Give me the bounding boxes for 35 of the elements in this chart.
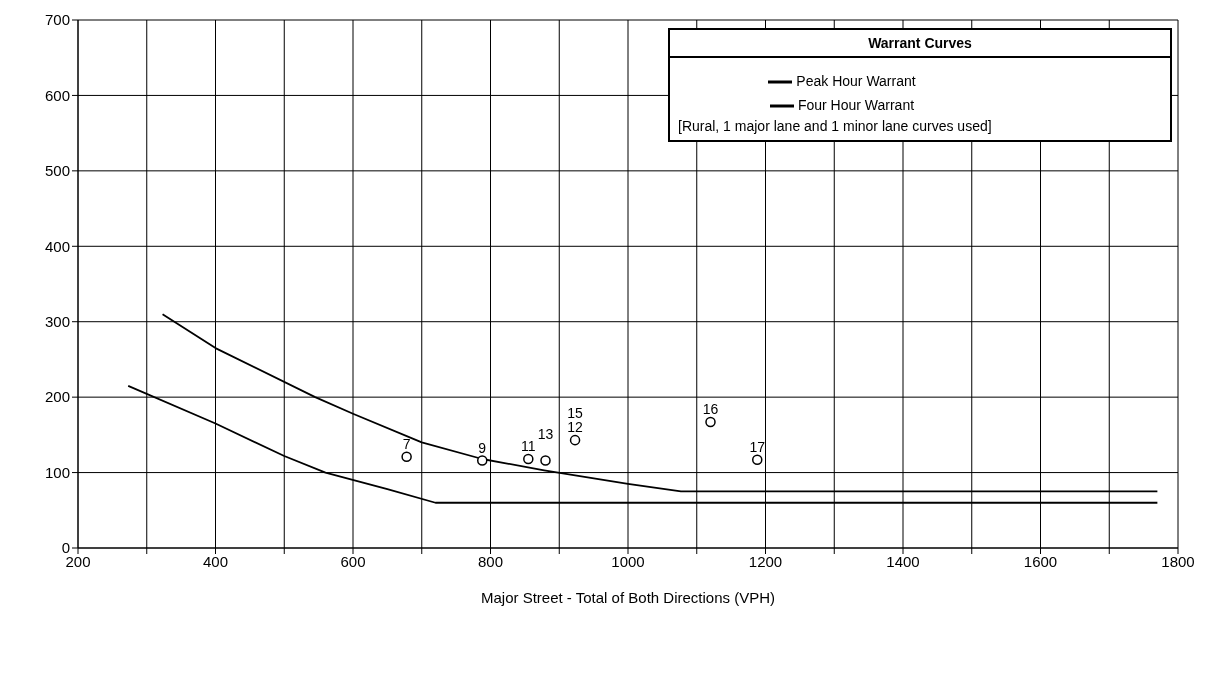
annotation: 11 bbox=[521, 437, 536, 454]
x-tick-label: 400 bbox=[202, 552, 229, 570]
point bbox=[705, 416, 716, 428]
y-tick-label: 700 bbox=[44, 11, 70, 29]
annotation: 13 bbox=[537, 425, 554, 442]
x-axis-title: Major Street - Total of Both Directions (VPH) bbox=[481, 589, 775, 606]
x-tick-label: 1600 bbox=[1023, 552, 1058, 570]
y-tick-label: 500 bbox=[44, 162, 70, 180]
annotation: 15 bbox=[567, 405, 584, 422]
y-tick-label: 300 bbox=[44, 313, 70, 331]
x-tick-label: 600 bbox=[340, 552, 366, 570]
annotation: 16 bbox=[702, 401, 719, 418]
y-tick-label: 100 bbox=[44, 463, 70, 481]
point bbox=[401, 451, 412, 462]
x-tick-label: 1400 bbox=[886, 552, 920, 570]
x-tick-label: 1800 bbox=[1161, 552, 1195, 570]
y-tick-label: 600 bbox=[44, 86, 70, 104]
legend-label: Peak Hour Warrant bbox=[796, 72, 916, 89]
annotation: 9 bbox=[478, 439, 487, 456]
annotation: 7 bbox=[402, 435, 411, 452]
point bbox=[540, 455, 551, 466]
y-tick-label: 200 bbox=[44, 388, 70, 406]
y-tick-label: 400 bbox=[44, 237, 70, 255]
annotation: [Rural, 1 major lane and 1 minor lane curves used] bbox=[678, 118, 993, 134]
annotation: 17 bbox=[749, 438, 766, 455]
point bbox=[569, 434, 581, 446]
x-tick-label: 800 bbox=[477, 552, 504, 570]
legend-label: Four Hour Warrant bbox=[797, 96, 915, 113]
x-tick-label: 1000 bbox=[611, 552, 645, 570]
legend-title: Warrant Curves bbox=[867, 34, 973, 53]
annotation: 12 bbox=[567, 419, 584, 436]
point bbox=[751, 454, 763, 465]
x-tick-label: 1200 bbox=[748, 552, 783, 570]
point bbox=[523, 453, 534, 465]
point bbox=[476, 455, 488, 466]
